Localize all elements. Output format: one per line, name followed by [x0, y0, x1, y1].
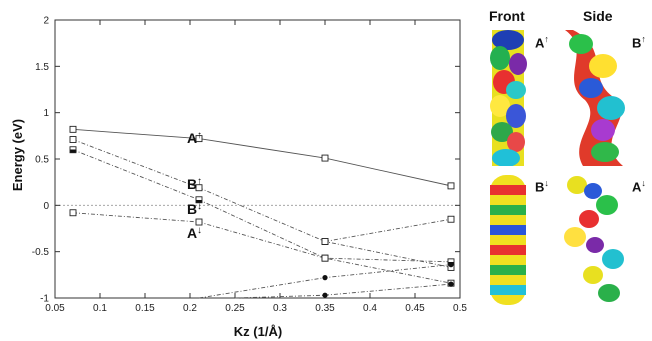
x-tick-label: 0.25	[225, 303, 245, 314]
y-tick-label: 0.5	[35, 155, 49, 166]
y-tick-label: 0	[43, 201, 49, 212]
panel-label-top-left: A↑	[535, 34, 549, 51]
series-0-point	[195, 135, 203, 143]
series-3-point	[69, 209, 77, 217]
band-spin-2: ↓	[197, 201, 202, 212]
series-2-point	[195, 196, 203, 204]
orbital-panel-front-a-up	[490, 30, 527, 166]
series-4-point	[321, 238, 329, 245]
y-tick-label: -1	[40, 294, 49, 305]
plot-frame	[54, 19, 461, 299]
orbital-panel-side-a-down	[564, 176, 624, 302]
y-axis-label: Energy (eV)	[10, 119, 25, 191]
y-tick-label: 2	[43, 16, 49, 27]
side-header: Side	[583, 8, 613, 24]
series-line-2	[72, 149, 452, 263]
x-tick-label: 0.3	[273, 303, 287, 314]
y-tick-label: -0.5	[32, 247, 50, 258]
band-label-3: A	[187, 225, 197, 241]
band-label-0: A	[187, 130, 197, 146]
series-3-point	[195, 218, 203, 226]
x-tick-label: 0.05	[45, 303, 65, 314]
band-label-2: B	[187, 201, 197, 217]
series-line-3	[72, 212, 452, 284]
y-tick-label: 1	[43, 108, 49, 119]
panel-label-bottom-left: B↓	[535, 178, 549, 195]
x-tick-label: 0.5	[453, 303, 467, 314]
x-tick-label: 0.15	[135, 303, 155, 314]
series-0-point	[447, 182, 455, 190]
x-tick-label: 0.1	[93, 303, 107, 314]
x-tick-label: 0.35	[315, 303, 335, 314]
band-label-1: B	[187, 176, 197, 192]
series-6-point	[322, 292, 328, 298]
series-0-point	[321, 154, 329, 162]
orbital-panel-side-b-up	[565, 30, 625, 166]
series-3-point	[321, 254, 329, 262]
panel-label-top-right: B↑	[632, 34, 646, 51]
x-tick-label: 0.45	[405, 303, 425, 314]
series-line-1	[72, 139, 452, 268]
y-tick-label: 1.5	[35, 62, 49, 73]
x-tick-label: 0.4	[363, 303, 377, 314]
series-line-6	[234, 283, 452, 299]
energy-band-chart: 0.05 0.1 0.15 0.2 0.25 0.3 0.35 0.4 0.45 0.5 -1 -0.…	[10, 16, 467, 340]
series-1-point	[69, 136, 77, 143]
band-spin-0: ↑	[197, 130, 202, 141]
series-6-point	[448, 281, 454, 287]
band-spin-3: ↓	[197, 225, 202, 236]
series-0-point	[69, 125, 77, 133]
series-5-point	[322, 275, 328, 281]
front-header: Front	[489, 8, 525, 24]
series-2-point	[69, 146, 77, 154]
series-1-point	[195, 184, 203, 192]
series-line-4	[324, 218, 452, 242]
series-line-0	[72, 128, 452, 187]
x-axis-label: Kz (1/Å)	[234, 324, 282, 339]
orbital-panel-front-b-down	[490, 175, 526, 305]
series-5-point	[448, 262, 454, 268]
panel-label-bottom-right: A↓	[632, 178, 646, 195]
series-4-point	[447, 215, 455, 223]
x-tick-label: 0.2	[183, 303, 197, 314]
band-spin-1: ↑	[197, 176, 202, 187]
